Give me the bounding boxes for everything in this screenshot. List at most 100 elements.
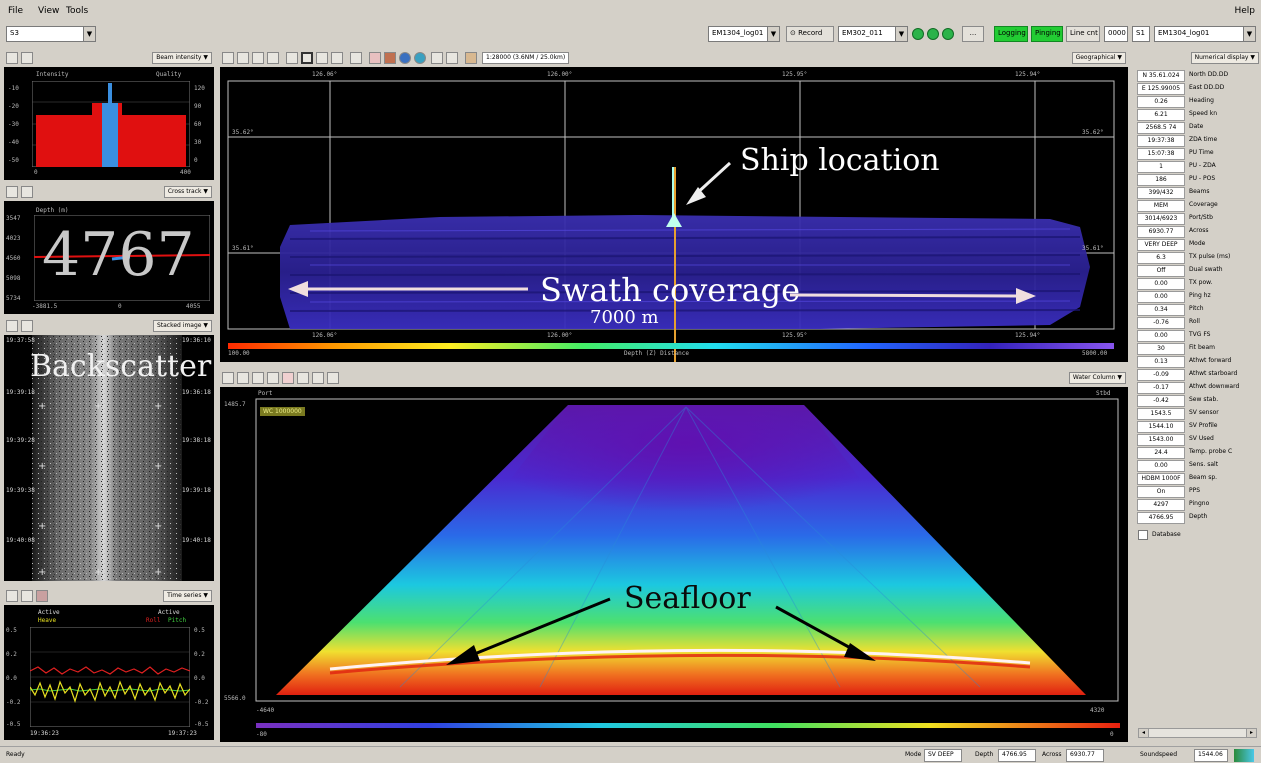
crosstrack-selector[interactable]: Cross track ▼	[163, 186, 212, 198]
edit-icon[interactable]	[6, 590, 18, 602]
numerical-value: 4297	[1137, 499, 1185, 511]
numerical-row: 0.34 Pitch	[1134, 304, 1259, 317]
numerical-display-selector[interactable]: Numerical display ▼	[1190, 52, 1259, 64]
wc-stbd-label: Stbd	[1096, 390, 1111, 397]
pointer-icon[interactable]	[327, 372, 339, 384]
x-tick: 0	[34, 169, 38, 176]
horizontal-scrollbar[interactable]: ◂ ▸	[1138, 728, 1257, 738]
numerical-display-panel: N 35.61.024 North DD.DD E 125.99005 East DD…	[1134, 68, 1261, 740]
view-2d-icon[interactable]	[286, 52, 298, 64]
grid-icon[interactable]	[252, 52, 264, 64]
crosstrack-y-axis: 3547 4023 4560 5098 5734	[6, 215, 32, 302]
print-icon[interactable]	[21, 320, 33, 332]
view-1-icon[interactable]	[267, 372, 279, 384]
quality-y-axis: 120 90 60 30 0	[194, 85, 214, 165]
numerical-value: 186	[1137, 174, 1185, 186]
view-3d-icon[interactable]	[316, 52, 328, 64]
numerical-row: 19:37:38 ZDA time	[1134, 135, 1259, 148]
intensity-label: Intensity	[36, 71, 69, 78]
beam-intensity-selector[interactable]: Beam intensity ▼	[152, 52, 212, 64]
refresh-icon[interactable]	[21, 590, 33, 602]
zoom-out-icon[interactable]	[446, 52, 458, 64]
numerical-row: 30 Fit beam	[1134, 343, 1259, 356]
time-tick: 19:39:18	[182, 487, 211, 494]
intensity-plot	[32, 81, 190, 167]
globe-icon[interactable]	[399, 52, 411, 64]
numerical-display-header: Numerical display ▼	[1134, 50, 1261, 66]
menu-help[interactable]: Help	[1234, 6, 1255, 16]
sb-field[interactable]: S1	[1132, 26, 1150, 42]
text-tool-icon[interactable]	[350, 52, 362, 64]
log-select[interactable]: EM1304_log01 ▼	[708, 26, 780, 42]
ruler-icon[interactable]	[237, 52, 249, 64]
swath-distance-label: 7000 m	[590, 307, 659, 328]
chevron-down-icon: ▼	[1243, 27, 1255, 41]
numerical-value: Off	[1137, 265, 1185, 277]
x-tick: 4055	[186, 303, 201, 310]
scroll-left-icon[interactable]: ◂	[1139, 729, 1149, 737]
depth-bar-min: 100.00	[228, 350, 250, 357]
edit-icon[interactable]	[6, 320, 18, 332]
sensor-select[interactable]: EM302_011 ▼	[838, 26, 908, 42]
save-icon[interactable]	[267, 52, 279, 64]
refresh-icon[interactable]	[237, 372, 249, 384]
refresh-icon[interactable]	[21, 186, 33, 198]
quality-label: Quality	[156, 71, 182, 78]
edit-icon[interactable]	[6, 52, 18, 64]
view-1-icon[interactable]	[331, 52, 343, 64]
wc-x-left: -4640	[256, 707, 275, 714]
database-checkbox[interactable]	[1138, 530, 1148, 540]
map-scale-field[interactable]: 1:28000 (3.6NM / 25.0km)	[482, 52, 570, 64]
pinging-button[interactable]: Pinging	[1031, 26, 1063, 42]
timeseries-selector[interactable]: Time series ▼	[163, 590, 212, 602]
lat-tick: 35.61°	[1082, 245, 1104, 252]
lon-tick: 125.94°	[1015, 71, 1041, 78]
backscatter-overlay-label: Backscatter	[30, 349, 212, 384]
y-tick: 0.2	[6, 651, 17, 658]
numerical-value: 1543.5	[1137, 408, 1185, 420]
edit-icon[interactable]	[6, 186, 18, 198]
line-counter-button[interactable]: Line cnt	[1066, 26, 1100, 42]
project-select[interactable]: EM1304_log01 ▼	[1154, 26, 1256, 42]
edit-icon[interactable]	[222, 372, 234, 384]
scroll-right-icon[interactable]: ▸	[1246, 729, 1256, 737]
chevron-down-icon: ▼	[767, 27, 779, 41]
svg-text:+: +	[154, 521, 162, 532]
y-tick: 0.5	[6, 627, 17, 634]
color-icon[interactable]	[36, 590, 48, 602]
y-tick: -30	[8, 121, 19, 128]
water-column-selector[interactable]: Water Column ▼	[1068, 372, 1126, 384]
numerical-label: Dual swath	[1189, 266, 1223, 273]
record-button[interactable]: ⊙ Record	[786, 26, 834, 42]
no-filter-icon[interactable]	[282, 372, 294, 384]
save-icon[interactable]	[252, 372, 264, 384]
more-button[interactable]: ...	[962, 26, 984, 42]
menu-view[interactable]: View	[38, 6, 60, 16]
menu-file[interactable]: File	[8, 6, 24, 16]
zoom-in-icon[interactable]	[431, 52, 443, 64]
layers-icon[interactable]	[465, 52, 477, 64]
text-tool-icon[interactable]	[297, 372, 309, 384]
menu-tools[interactable]: Tools	[66, 6, 89, 16]
grid-toggle-icon[interactable]	[369, 52, 381, 64]
numerical-value: 0.13	[1137, 356, 1185, 368]
numerical-row: 399/432 Beams	[1134, 187, 1259, 200]
numerical-row: VERY DEEP Mode	[1134, 239, 1259, 252]
logging-button[interactable]: Logging	[994, 26, 1028, 42]
refresh-icon[interactable]	[21, 52, 33, 64]
status-across-value: 6930.77	[1066, 749, 1104, 762]
numerical-label: SV Profile	[1189, 422, 1218, 429]
line-number-field[interactable]: 0000	[1104, 26, 1128, 42]
numerical-label: Athwt forward	[1189, 357, 1232, 364]
sounder-select[interactable]: S3 ▼	[6, 26, 96, 42]
world-icon[interactable]	[414, 52, 426, 64]
wc-scale-left: -80	[256, 731, 267, 738]
pointer-icon[interactable]	[222, 52, 234, 64]
ship-icon[interactable]	[384, 52, 396, 64]
geo-view-selector[interactable]: Geographical ▼	[1071, 52, 1126, 64]
view-3-icon[interactable]	[301, 52, 313, 64]
lon-tick: 125.95°	[782, 71, 808, 78]
numerical-value: MEM	[1137, 200, 1185, 212]
view-2-icon[interactable]	[312, 372, 324, 384]
backscatter-selector[interactable]: Stacked image ▼	[152, 320, 212, 332]
